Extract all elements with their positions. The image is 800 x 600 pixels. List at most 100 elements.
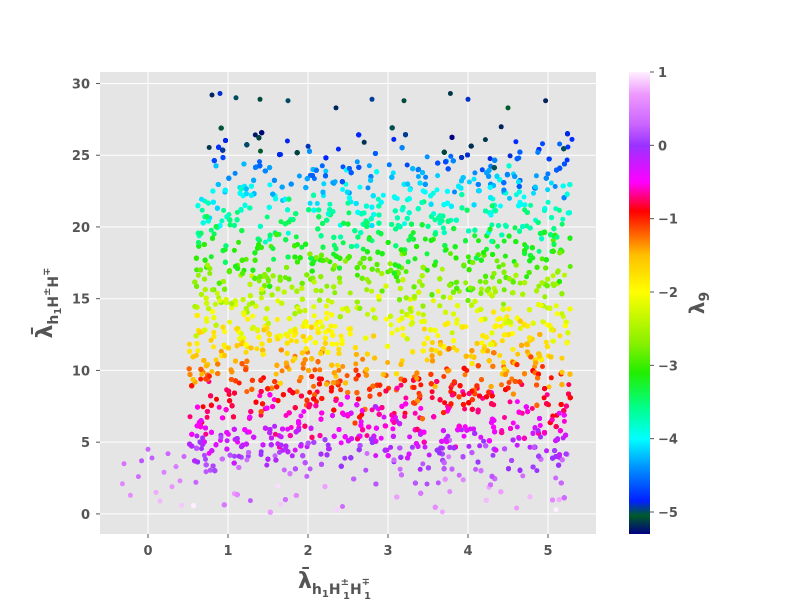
scatter-point: [531, 190, 536, 196]
scatter-point: [540, 141, 545, 147]
scatter-point: [553, 206, 559, 212]
scatter-point: [338, 387, 344, 393]
scatter-point: [262, 239, 268, 245]
scatter-point: [496, 264, 502, 270]
scatter-point: [565, 144, 571, 150]
scatter-point: [487, 156, 493, 162]
scatter-point: [417, 466, 423, 472]
scatter-point: [389, 330, 395, 336]
scatter-point: [482, 137, 488, 143]
scatter-point: [207, 467, 213, 473]
scatter-point: [557, 141, 563, 147]
scatter-point: [415, 174, 421, 179]
scatter-point: [338, 333, 344, 339]
scatter-point: [208, 227, 214, 233]
scatter-point: [219, 415, 225, 421]
scatter-point: [532, 364, 538, 370]
scatter-point: [255, 327, 261, 333]
scatter-point: [418, 382, 424, 388]
scatter-point: [340, 504, 345, 509]
scatter-point: [422, 236, 428, 242]
scatter-point: [553, 475, 559, 481]
scatter-point: [318, 288, 324, 294]
scatter-point: [258, 148, 263, 154]
scatter-point: [186, 341, 192, 347]
scatter-point: [298, 413, 304, 419]
scatter-point: [546, 384, 552, 390]
scatter-point: [540, 364, 545, 369]
scatter-point: [384, 316, 389, 322]
scatter-point: [229, 305, 235, 311]
scatter-point: [218, 434, 224, 440]
scatter-point: [195, 272, 201, 278]
scatter-point: [369, 288, 375, 294]
scatter-point: [407, 297, 413, 302]
scatter-point: [267, 182, 273, 188]
scatter-point: [419, 282, 425, 288]
scatter-point: [288, 425, 294, 430]
scatter-point: [254, 346, 260, 352]
scatter-point: [236, 239, 242, 245]
scatter-point: [441, 374, 447, 379]
scatter-point: [199, 196, 204, 202]
scatter-point: [284, 138, 290, 144]
scatter-point: [208, 337, 214, 343]
scatter-point: [360, 356, 366, 362]
scatter-point: [300, 365, 306, 371]
scatter-point: [357, 184, 363, 190]
scatter-point: [501, 301, 506, 307]
scatter-point: [187, 414, 193, 420]
scatter-point: [338, 440, 344, 446]
scatter-point: [515, 351, 521, 357]
scatter-point: [517, 280, 523, 286]
scatter-point: [424, 357, 430, 363]
scatter-point: [416, 311, 421, 316]
scatter-point: [211, 231, 217, 237]
scatter-point: [358, 419, 364, 425]
scatter-point: [299, 244, 305, 250]
scatter-point: [236, 453, 242, 459]
scatter-point: [340, 240, 346, 246]
scatter-point: [498, 124, 504, 130]
scatter-point: [557, 333, 563, 339]
scatter-point: [466, 179, 472, 185]
scatter-point: [555, 268, 561, 274]
scatter-point: [500, 262, 506, 268]
scatter-point: [476, 238, 481, 244]
scatter-point: [566, 382, 572, 388]
scatter-point: [550, 273, 556, 279]
scatter-point: [369, 407, 375, 413]
scatter-point: [294, 389, 300, 395]
scatter-point: [375, 196, 381, 202]
scatter-point: [454, 317, 460, 323]
scatter-point: [244, 457, 250, 463]
scatter-point: [522, 202, 528, 208]
scatter-point: [324, 316, 330, 321]
scatter-point: [501, 238, 507, 244]
scatter-point: [390, 426, 396, 432]
scatter-point: [545, 344, 551, 350]
scatter-point: [200, 435, 206, 441]
scatter-point: [216, 404, 222, 410]
scatter-point: [305, 143, 311, 149]
scatter-point: [366, 163, 372, 169]
scatter-point: [211, 334, 217, 340]
scatter-point: [364, 433, 370, 439]
scatter-point: [514, 505, 520, 511]
scatter-point: [490, 452, 496, 458]
scatter-point: [377, 391, 383, 397]
scatter-point: [502, 415, 507, 420]
scatter-point: [559, 311, 565, 317]
scatter-point: [353, 361, 359, 367]
scatter-point: [430, 298, 436, 304]
scatter-point: [214, 396, 219, 402]
scatter-point: [340, 306, 345, 312]
scatter-point: [461, 392, 467, 398]
scatter-point: [435, 333, 441, 339]
scatter-point: [320, 324, 326, 330]
scatter-point: [514, 424, 520, 430]
scatter-point: [465, 254, 471, 260]
scatter-point: [361, 139, 367, 145]
scatter-point: [278, 219, 284, 225]
scatter-point: [199, 446, 204, 452]
